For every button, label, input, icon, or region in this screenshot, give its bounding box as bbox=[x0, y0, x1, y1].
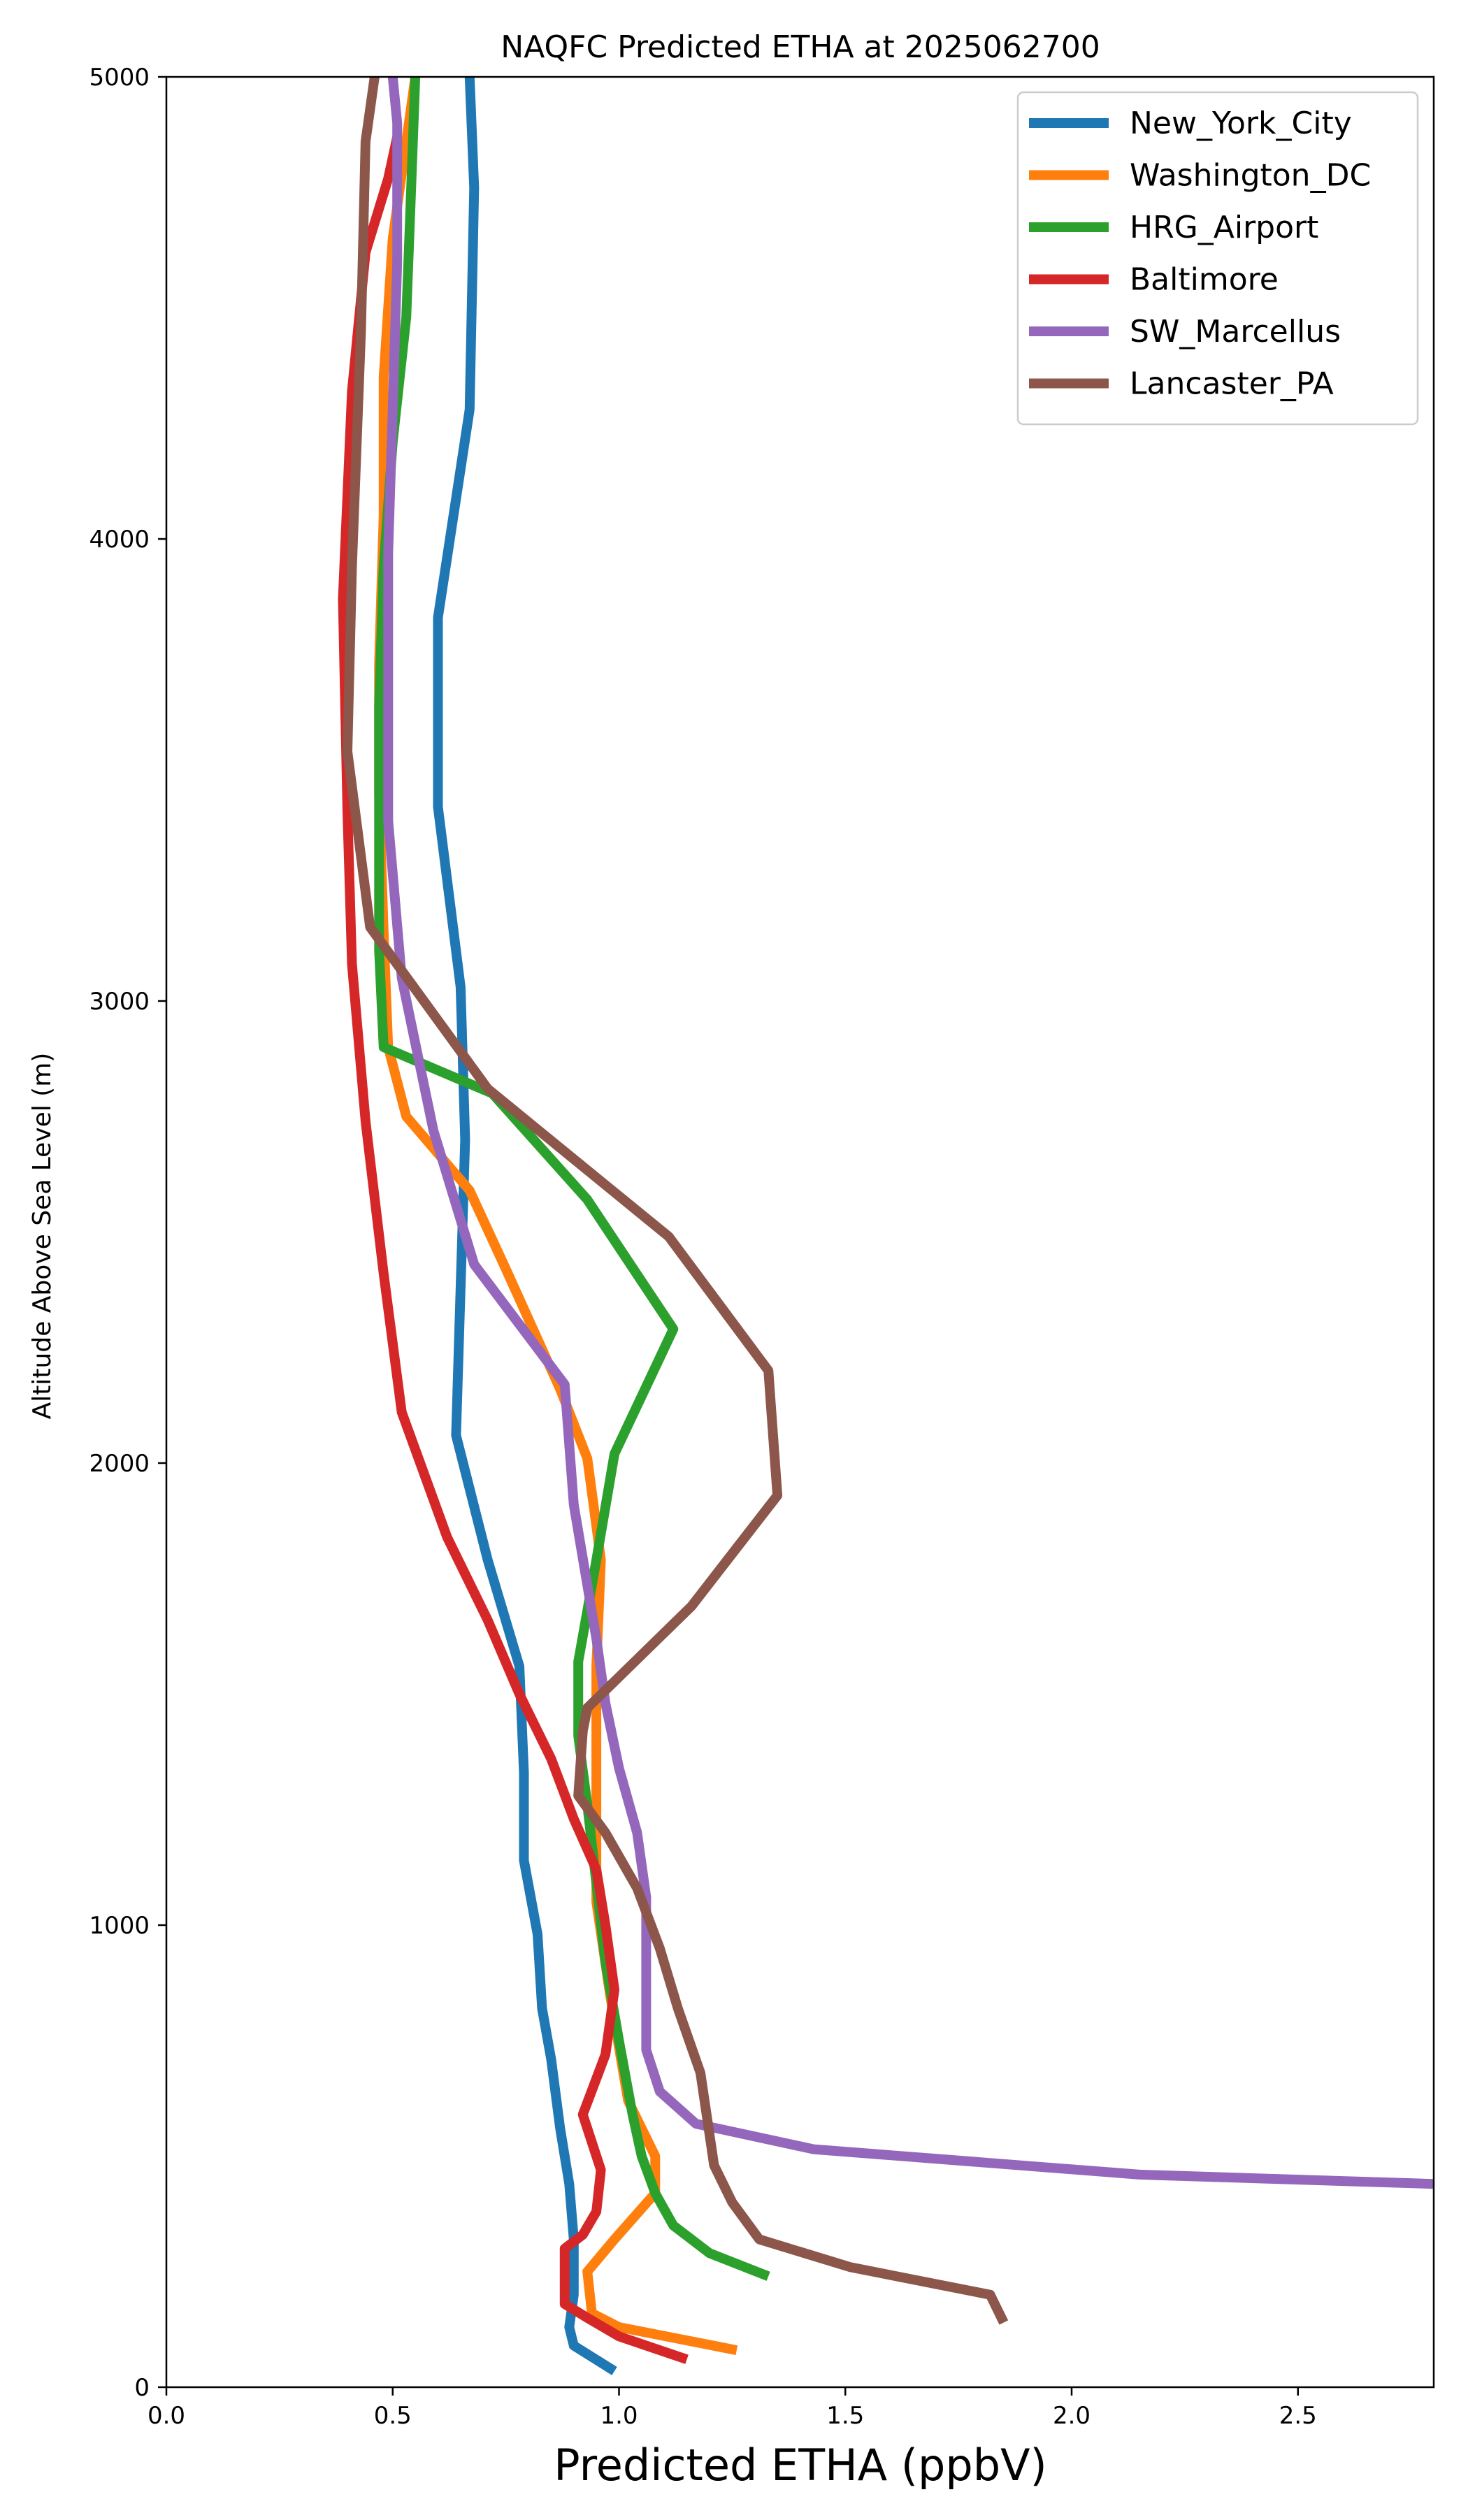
series-line-sw-marcellus bbox=[383, 77, 1434, 2189]
series-line-lancaster-pa bbox=[343, 77, 1009, 2325]
x-axis-ticks: 0.0 0.5 1.0 1.5 2.0 2.5 bbox=[147, 2387, 1317, 2430]
y-tick-label: 2000 bbox=[89, 1450, 150, 1478]
x-axis-label: Predicted ETHA (ppbV) bbox=[554, 2440, 1046, 2491]
y-axis-label: Altitude Above Sea Level (m) bbox=[28, 1053, 57, 1420]
x-tick-label: 0.0 bbox=[147, 2402, 185, 2430]
legend-box bbox=[1016, 91, 1419, 426]
y-tick-label: 4000 bbox=[89, 526, 150, 554]
x-tick-label: 1.5 bbox=[826, 2402, 864, 2430]
x-tick-label: 2.5 bbox=[1279, 2402, 1317, 2430]
series-layer bbox=[338, 77, 1434, 2375]
y-axis-ticks: 0 1000 2000 3000 4000 5000 bbox=[89, 64, 166, 2402]
y-tick-label: 1000 bbox=[89, 1912, 150, 1940]
x-tick-label: 0.5 bbox=[374, 2402, 412, 2430]
legend-label: SW_Marcellus bbox=[1130, 314, 1341, 350]
legend-label: Washington_DC bbox=[1130, 158, 1371, 194]
legend-label: Lancaster_PA bbox=[1130, 366, 1334, 402]
series-line-new-york-city bbox=[433, 77, 617, 2375]
y-tick-label: 0 bbox=[134, 2374, 150, 2402]
x-tick-label: 2.0 bbox=[1053, 2402, 1091, 2430]
y-tick-label: 5000 bbox=[89, 64, 150, 92]
chart-title: NAQFC Predicted ETHA at 2025062700 bbox=[501, 29, 1100, 65]
series-line-hrg-airport bbox=[374, 77, 770, 2281]
legend-label: New_York_City bbox=[1130, 106, 1352, 141]
legend-label: Baltimore bbox=[1130, 262, 1279, 298]
x-tick-label: 1.0 bbox=[600, 2402, 638, 2430]
y-tick-label: 3000 bbox=[89, 988, 150, 1016]
plot-area-frame bbox=[165, 75, 1435, 2389]
chart-legend: New_York_City Washington_DC HRG_Airport Bal… bbox=[1016, 91, 1419, 426]
legend-label: HRG_Airport bbox=[1130, 210, 1318, 245]
